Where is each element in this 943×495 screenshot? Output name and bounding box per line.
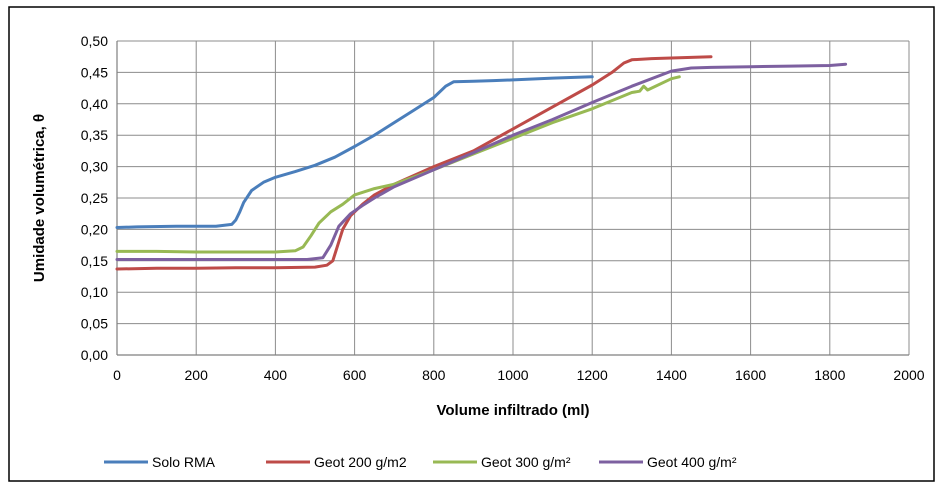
legend-entry: Solo RMA xyxy=(152,454,216,470)
legend-entry: Geot 400 g/m² xyxy=(647,454,737,470)
legend: Solo RMA Geot 200 g/m2 Geot 300 g/m² Geot 4… xyxy=(104,454,737,470)
series-line-2 xyxy=(115,55,713,271)
x-tick-label: 1600 xyxy=(735,367,766,383)
y-tick-label: 0,45 xyxy=(81,64,108,80)
legend-entry: Geot 300 g/m² xyxy=(481,454,571,470)
y-tick-label: 0,10 xyxy=(81,284,108,300)
x-axis-title: Volume infiltrado (ml) xyxy=(436,402,589,419)
series-line-3 xyxy=(115,75,681,254)
series-lines xyxy=(115,55,848,271)
y-tick-label: 0,30 xyxy=(81,159,108,175)
x-tick-label: 2000 xyxy=(893,367,924,383)
y-tick-label: 0,00 xyxy=(81,347,108,363)
x-tick-label: 1800 xyxy=(814,367,845,383)
x-tick-label: 200 xyxy=(185,367,209,383)
series-line-1 xyxy=(115,75,594,229)
x-tick-label: 800 xyxy=(422,367,446,383)
legend-entry: Geot 200 g/m2 xyxy=(314,454,407,470)
y-tick-label: 0,20 xyxy=(81,221,108,237)
x-tick-label: 1000 xyxy=(497,367,528,383)
axes xyxy=(116,41,909,356)
x-tick-label: 400 xyxy=(264,367,288,383)
y-axis-title: Umidade volumétrica, θ xyxy=(31,114,48,282)
x-tick-label: 600 xyxy=(343,367,367,383)
x-tick-label: 1200 xyxy=(577,367,608,383)
series-line-4 xyxy=(115,62,848,261)
chart-border xyxy=(8,6,935,482)
x-tick-label: 1400 xyxy=(656,367,687,383)
y-tick-label: 0,50 xyxy=(81,33,108,49)
y-tick-label: 0,25 xyxy=(81,190,108,206)
y-tick-label: 0,35 xyxy=(81,127,108,143)
y-tick-label: 0,40 xyxy=(81,96,108,112)
tick-labels: 0,00 0,05 0,10 0,15 0,20 0,25 0,30 0,35 0,40 0,45… xyxy=(81,33,925,383)
x-tick-label: 0 xyxy=(113,367,121,383)
y-tick-label: 0,15 xyxy=(81,253,108,269)
y-tick-label: 0,05 xyxy=(81,316,108,332)
